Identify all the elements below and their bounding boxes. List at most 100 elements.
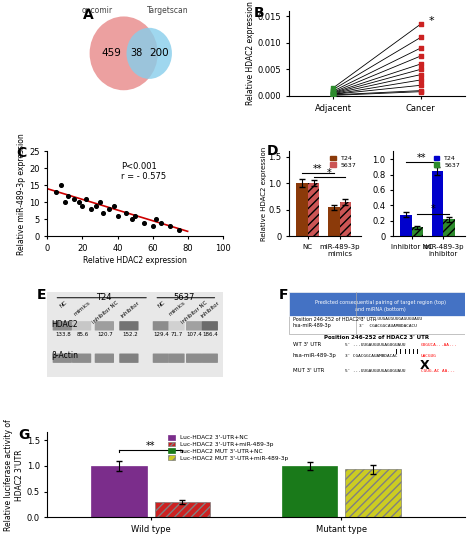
- Text: 5'  ...UUGAUGUUGAGUGUAUU: 5' ...UUGAUGUUGAGUGUAUU: [359, 317, 422, 321]
- Text: X: X: [419, 358, 429, 371]
- FancyBboxPatch shape: [53, 321, 72, 330]
- Text: E: E: [37, 287, 46, 301]
- Y-axis label: Relative luciferase activity of
HDAC2 3'UTR: Relative luciferase activity of HDAC2 3'…: [4, 419, 24, 531]
- Point: [100, 208, 107, 217]
- Point: [175, 225, 182, 234]
- Point: [166, 222, 174, 231]
- Point: [329, 89, 337, 98]
- Point: [329, 85, 337, 94]
- Point: [329, 88, 337, 96]
- Point: [329, 90, 337, 99]
- Point: [93, 202, 100, 210]
- Point: [79, 202, 86, 210]
- Text: 133.8: 133.8: [55, 332, 71, 337]
- Bar: [339, 202, 351, 237]
- Text: Position 246-252 of HDAC2 3' UTR: Position 246-252 of HDAC2 3' UTR: [324, 335, 429, 340]
- Legend: T24, 5637: T24, 5637: [432, 154, 461, 169]
- Point: [128, 215, 135, 224]
- Point: [417, 70, 425, 79]
- Text: MUT 3' UTR: MUT 3' UTR: [293, 369, 324, 374]
- Point: [61, 198, 69, 206]
- Text: 152.2: 152.2: [122, 332, 137, 337]
- FancyBboxPatch shape: [186, 354, 202, 363]
- FancyBboxPatch shape: [47, 292, 223, 377]
- Text: 120.7: 120.7: [97, 332, 113, 337]
- Point: [152, 215, 160, 224]
- Text: mimics: mimics: [168, 300, 186, 317]
- Text: 85.6: 85.6: [76, 332, 89, 337]
- Point: [52, 188, 60, 197]
- Point: [329, 90, 337, 99]
- Point: [114, 212, 121, 220]
- FancyBboxPatch shape: [153, 354, 169, 363]
- Ellipse shape: [127, 28, 172, 79]
- Point: [157, 218, 165, 227]
- Point: [105, 205, 112, 213]
- Bar: [411, 227, 423, 237]
- Text: 459: 459: [101, 49, 121, 58]
- Bar: [308, 183, 319, 237]
- Text: and miRNA (bottom): and miRNA (bottom): [355, 307, 406, 312]
- Text: G: G: [18, 428, 29, 442]
- Text: inhibitor NC: inhibitor NC: [181, 300, 209, 325]
- Text: inhibitor: inhibitor: [200, 300, 221, 319]
- Text: D: D: [266, 144, 278, 158]
- Text: CGUG-AC AA...: CGUG-AC AA...: [421, 369, 455, 373]
- Text: WT 3' UTR: WT 3' UTR: [293, 342, 321, 347]
- Ellipse shape: [90, 17, 158, 90]
- Point: [140, 218, 147, 227]
- Point: [329, 91, 337, 99]
- Text: UACGUG: UACGUG: [421, 354, 437, 358]
- Bar: [155, 502, 210, 517]
- Bar: [432, 171, 443, 237]
- Text: T24: T24: [96, 294, 111, 302]
- Point: [75, 198, 83, 206]
- Bar: [91, 466, 147, 517]
- Bar: [296, 183, 308, 237]
- Text: 5637: 5637: [173, 294, 195, 302]
- Text: **: **: [146, 441, 155, 451]
- Bar: [328, 207, 339, 237]
- Y-axis label: Relative miR-489-3p expression: Relative miR-489-3p expression: [18, 133, 27, 255]
- Text: Position 246-252 of HDAC2 3' UTR: Position 246-252 of HDAC2 3' UTR: [293, 316, 376, 322]
- Text: **: **: [313, 164, 323, 174]
- Point: [417, 75, 425, 84]
- Point: [329, 88, 337, 97]
- Point: [417, 87, 425, 96]
- Text: 200: 200: [149, 49, 168, 58]
- Bar: [443, 219, 455, 237]
- Text: hsa-miR-489-3p: hsa-miR-489-3p: [293, 353, 337, 358]
- FancyBboxPatch shape: [289, 292, 465, 316]
- Text: *: *: [431, 204, 436, 215]
- Point: [58, 181, 65, 190]
- Text: mimics: mimics: [73, 300, 91, 317]
- Point: [329, 91, 337, 100]
- Point: [417, 52, 425, 60]
- Text: β-Actin: β-Actin: [51, 351, 78, 360]
- Text: *: *: [327, 168, 332, 178]
- FancyBboxPatch shape: [202, 354, 218, 363]
- FancyBboxPatch shape: [95, 321, 114, 330]
- FancyBboxPatch shape: [153, 321, 169, 330]
- Point: [70, 195, 77, 203]
- Point: [417, 33, 425, 42]
- Text: 3'  CGACGGCAUAMBDACACU: 3' CGACGGCAUAMBDACACU: [359, 324, 417, 328]
- Point: [87, 205, 95, 213]
- Point: [122, 208, 130, 217]
- FancyBboxPatch shape: [202, 321, 218, 330]
- Legend: T24, 5637: T24, 5637: [329, 154, 358, 169]
- Text: 5' ...UUGAUGUUGAGUGUAUU: 5' ...UUGAUGUUGAGUGUAUU: [346, 343, 406, 347]
- Point: [96, 198, 104, 206]
- Bar: [346, 469, 401, 517]
- FancyBboxPatch shape: [119, 321, 138, 330]
- Text: inhibitor: inhibitor: [119, 300, 140, 319]
- Text: **: **: [417, 153, 426, 163]
- Point: [417, 86, 425, 95]
- Point: [110, 202, 118, 210]
- Text: 3' CGACGGCAUAMBDACAC: 3' CGACGGCAUAMBDACAC: [346, 354, 398, 358]
- Bar: [400, 215, 411, 237]
- Y-axis label: Relative HDAC2 expression: Relative HDAC2 expression: [246, 2, 255, 105]
- Text: 5' ...UUGAUGUUGAGUGUAUU: 5' ...UUGAUGUUGAGUGUAUU: [346, 369, 406, 373]
- Text: GUGUCA...AA...: GUGUCA...AA...: [421, 343, 457, 347]
- Text: oncomir: oncomir: [82, 5, 113, 15]
